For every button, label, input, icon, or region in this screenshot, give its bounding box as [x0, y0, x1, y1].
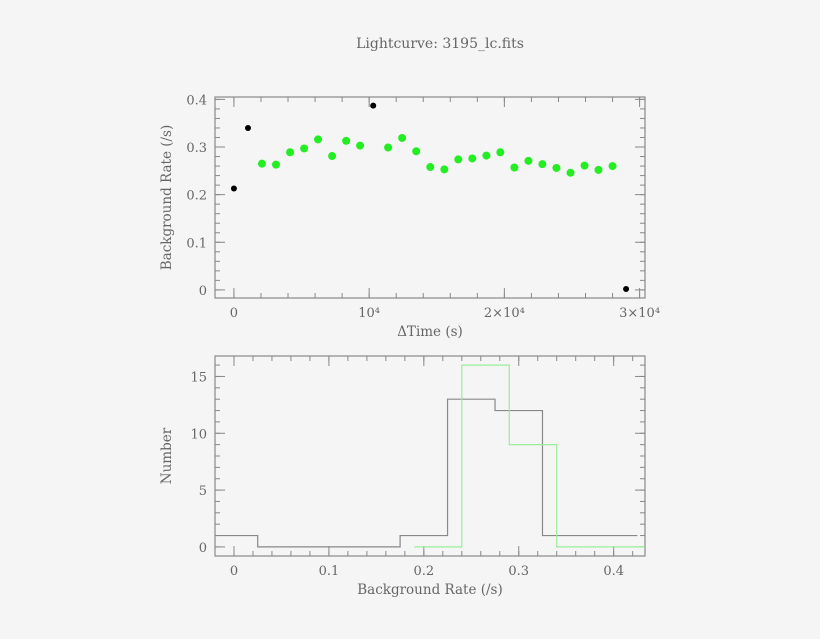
y-tick-label: 10	[190, 427, 207, 442]
x-tick-label: 0	[230, 306, 238, 321]
data-point-good	[398, 133, 407, 142]
data-point-good	[356, 141, 365, 150]
data-point-good	[608, 162, 617, 171]
data-point-good	[384, 143, 393, 152]
y-tick-label: 0.1	[186, 236, 207, 251]
y-tick-label: 0	[199, 284, 207, 299]
x-tick-label: 3×10⁴	[619, 306, 660, 321]
data-point-good	[454, 155, 463, 164]
data-point-good	[271, 160, 280, 169]
y-tick-label: 0.4	[186, 93, 207, 108]
data-point-good	[286, 148, 295, 157]
data-point-good	[440, 165, 449, 174]
data-point-good	[328, 152, 337, 161]
data-point-good	[496, 148, 505, 157]
x-tick-label: 2×10⁴	[484, 306, 525, 321]
histogram-good	[414, 364, 645, 548]
data-point-good	[300, 144, 309, 153]
data-point-excluded	[230, 185, 237, 192]
data-point-excluded	[244, 124, 251, 131]
data-point-good	[426, 163, 435, 172]
x-axis-label: Background Rate (/s)	[357, 582, 503, 598]
data-point-good	[538, 160, 547, 169]
y-tick-label: 0	[199, 541, 207, 556]
x-tick-label: 0.4	[603, 564, 624, 579]
data-point-good	[524, 156, 533, 165]
x-tick-label: 0.2	[413, 564, 434, 579]
x-tick-label: 0.3	[508, 564, 529, 579]
data-point-excluded	[370, 102, 377, 109]
data-point-good	[468, 154, 477, 163]
data-point-good	[580, 161, 589, 170]
plot-frame	[214, 96, 646, 299]
x-tick-label: 10⁴	[358, 306, 380, 321]
x-tick-label: 0.1	[319, 564, 340, 579]
data-point-good	[314, 135, 323, 144]
data-point-good	[482, 151, 491, 160]
y-tick-label: 0.3	[186, 141, 207, 156]
y-tick-label: 5	[199, 484, 207, 499]
data-point-good	[342, 136, 351, 145]
data-point-good	[566, 168, 575, 177]
histogram-plot: 0 0.1 0.2 0.3 0.4 0 5 10 15 Background Rate (/s) N…	[159, 355, 646, 598]
y-tick-label: 0.2	[186, 189, 207, 204]
data-point-good	[594, 165, 603, 174]
histogram-all	[215, 398, 638, 548]
plot-frame	[214, 355, 646, 557]
y-axis-label: Number	[159, 427, 175, 484]
x-axis-label: ΔTime (s)	[397, 324, 463, 340]
lightcurve-plot: 0 10⁴ 2×10⁴ 3×10⁴ 0 0.1 0.2 0.3 0.4 ΔTime (s) Back…	[159, 93, 660, 340]
data-point-good	[412, 147, 421, 156]
x-tick-label: 0	[230, 564, 238, 579]
data-point-good	[510, 163, 519, 172]
data-point-good	[257, 159, 266, 168]
y-tick-label: 15	[190, 370, 207, 385]
data-point-excluded	[623, 285, 630, 292]
chart-title: Lightcurve: 3195_lc.fits	[356, 36, 524, 52]
data-point-good	[552, 163, 561, 172]
y-axis-label: Background Rate (/s)	[159, 125, 175, 271]
